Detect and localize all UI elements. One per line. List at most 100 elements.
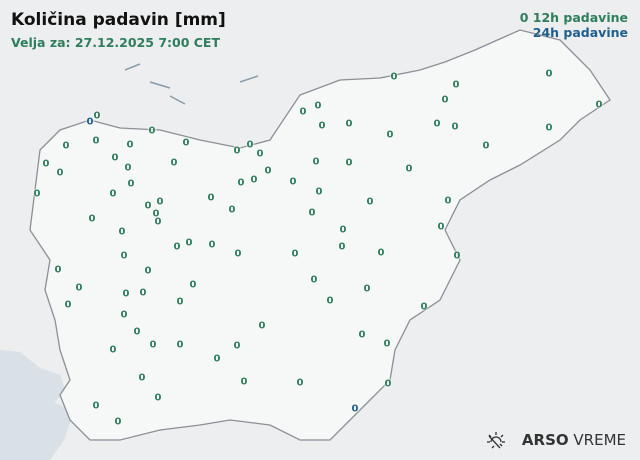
station-value-12h[interactable]: 0 <box>208 239 216 251</box>
station-value-12h[interactable]: 0 <box>299 106 307 118</box>
station-value-12h[interactable]: 0 <box>310 274 318 286</box>
station-value-12h[interactable]: 0 <box>363 283 371 295</box>
station-value-12h[interactable]: 0 <box>366 196 374 208</box>
station-value-12h[interactable]: 0 <box>437 221 445 233</box>
station-value-12h[interactable]: 0 <box>139 287 147 299</box>
adriatic-sea <box>0 350 74 460</box>
station-value-12h[interactable]: 0 <box>109 344 117 356</box>
station-value-12h[interactable]: 0 <box>358 329 366 341</box>
station-value-12h[interactable]: 0 <box>189 279 197 291</box>
station-value-12h[interactable]: 0 <box>120 309 128 321</box>
station-value-12h[interactable]: 0 <box>148 125 156 137</box>
station-value-12h[interactable]: 0 <box>264 165 272 177</box>
station-value-12h[interactable]: 0 <box>383 338 391 350</box>
station-value-12h[interactable]: 0 <box>228 204 236 216</box>
station-value-12h[interactable]: 0 <box>318 120 326 132</box>
station-value-12h[interactable]: 0 <box>339 224 347 236</box>
station-value-12h[interactable]: 0 <box>152 208 160 220</box>
station-value-12h[interactable]: 0 <box>64 299 72 311</box>
station-value-12h[interactable]: 0 <box>240 376 248 388</box>
station-value-12h[interactable]: 0 <box>545 122 553 134</box>
station-value-12h[interactable]: 0 <box>33 188 41 200</box>
station-value-12h[interactable]: 0 <box>88 213 96 225</box>
station-value-12h[interactable]: 0 <box>118 226 126 238</box>
station-value-12h[interactable]: 0 <box>377 247 385 259</box>
station-value-12h[interactable]: 0 <box>138 372 146 384</box>
station-value-12h[interactable]: 0 <box>441 94 449 106</box>
station-value-12h[interactable]: 0 <box>93 110 101 122</box>
station-value-12h[interactable]: 0 <box>451 121 459 133</box>
station-value-12h[interactable]: 0 <box>92 400 100 412</box>
legend: 0 12h padavine 24h padavine <box>520 10 628 40</box>
station-value-12h[interactable]: 0 <box>453 250 461 262</box>
station-value-12h[interactable]: 0 <box>154 216 162 228</box>
station-value-12h[interactable]: 0 <box>111 152 119 164</box>
station-value-12h[interactable]: 0 <box>384 378 392 390</box>
station-value-12h[interactable]: 0 <box>127 178 135 190</box>
station-value-12h[interactable]: 0 <box>233 145 241 157</box>
station-value-12h[interactable]: 0 <box>405 163 413 175</box>
station-value-12h[interactable]: 0 <box>75 282 83 294</box>
station-value-12h[interactable]: 0 <box>338 241 346 253</box>
station-value-12h[interactable]: 0 <box>482 140 490 152</box>
station-value-12h[interactable]: 0 <box>207 192 215 204</box>
arso-logo[interactable]: ARSO VREME <box>486 431 626 449</box>
station-value-12h[interactable]: 0 <box>144 200 152 212</box>
station-value-12h[interactable]: 0 <box>176 296 184 308</box>
station-value-12h[interactable]: 0 <box>291 248 299 260</box>
station-value-12h[interactable]: 0 <box>595 99 603 111</box>
station-value-12h[interactable]: 0 <box>154 392 162 404</box>
station-value-12h[interactable]: 0 <box>308 207 316 219</box>
station-value-12h[interactable]: 0 <box>250 174 258 186</box>
station-value-12h[interactable]: 0 <box>326 295 334 307</box>
station-value-12h[interactable]: 0 <box>156 196 164 208</box>
station-value-12h[interactable]: 0 <box>144 265 152 277</box>
station-value-12h[interactable]: 0 <box>420 301 428 313</box>
station-value-12h[interactable]: 0 <box>92 135 100 147</box>
station-value-12h[interactable]: 0 <box>315 186 323 198</box>
station-value-12h[interactable]: 0 <box>545 68 553 80</box>
station-value-12h[interactable]: 0 <box>126 139 134 151</box>
station-value-12h[interactable]: 0 <box>237 177 245 189</box>
station-value-12h[interactable]: 0 <box>42 158 50 170</box>
station-value-12h[interactable]: 0 <box>314 100 322 112</box>
station-value-12h[interactable]: 0 <box>246 139 254 151</box>
station-value-12h[interactable]: 0 <box>452 79 460 91</box>
station-value-12h[interactable]: 0 <box>345 118 353 130</box>
station-value-12h[interactable]: 0 <box>56 167 64 179</box>
station-value-12h[interactable]: 0 <box>233 340 241 352</box>
station-value-12h[interactable]: 0 <box>289 176 297 188</box>
station-value-12h[interactable]: 0 <box>345 157 353 169</box>
legend-24h-label: 24h padavine <box>532 25 628 40</box>
station-value-12h[interactable]: 0 <box>213 353 221 365</box>
station-value-12h[interactable]: 0 <box>433 118 441 130</box>
station-value-12h[interactable]: 0 <box>124 162 132 174</box>
station-value-12h[interactable]: 0 <box>176 339 184 351</box>
station-value-12h[interactable]: 0 <box>234 248 242 260</box>
map-title: Količina padavin [mm] <box>11 10 226 30</box>
station-value-12h[interactable]: 0 <box>312 156 320 168</box>
station-value-12h[interactable]: 0 <box>390 71 398 83</box>
station-value-12h[interactable]: 0 <box>133 326 141 338</box>
station-value-12h[interactable]: 0 <box>120 250 128 262</box>
station-value-24h[interactable]: 0 <box>86 116 94 128</box>
station-value-12h[interactable]: 0 <box>386 129 394 141</box>
station-value-12h[interactable]: 0 <box>256 148 264 160</box>
station-value-12h[interactable]: 0 <box>258 320 266 332</box>
station-value-12h[interactable]: 0 <box>62 140 70 152</box>
slovenia-outline <box>29 29 611 441</box>
station-value-12h[interactable]: 0 <box>122 288 130 300</box>
station-value-12h[interactable]: 0 <box>182 137 190 149</box>
station-value-12h[interactable]: 0 <box>54 264 62 276</box>
station-value-12h[interactable]: 0 <box>173 241 181 253</box>
legend-12h-label: 12h padavine <box>532 10 628 25</box>
station-value-12h[interactable]: 0 <box>109 188 117 200</box>
station-value-12h[interactable]: 0 <box>149 339 157 351</box>
station-value-12h[interactable]: 0 <box>170 157 178 169</box>
station-value-12h[interactable]: 0 <box>114 416 122 428</box>
station-value-12h[interactable]: 0 <box>185 237 193 249</box>
station-value-12h[interactable]: 0 <box>296 377 304 389</box>
station-value-12h[interactable]: 0 <box>444 195 452 207</box>
station-value-24h[interactable]: 0 <box>351 403 359 415</box>
